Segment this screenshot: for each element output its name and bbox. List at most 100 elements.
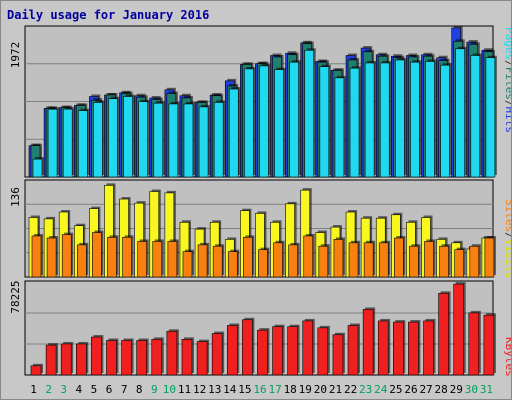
legend-sep-1: / — [503, 60, 511, 67]
bar-pages-day-8 — [138, 101, 148, 178]
bar-sites-day-undefined — [454, 249, 465, 278]
bar-sites-day-undefined — [439, 245, 449, 278]
bar-sites-day-undefined — [469, 245, 480, 278]
hits-panel-ymax-label: 1972 — [9, 42, 22, 69]
x-tick-label-day-24: 24 — [374, 383, 388, 396]
bar-sites-day-undefined — [92, 232, 102, 278]
bar-pages-day-3 — [62, 108, 73, 178]
x-tick-label-day-19: 19 — [299, 383, 312, 396]
x-tick-label-day-17: 17 — [268, 383, 281, 396]
x-tick-label-day-10: 10 — [163, 383, 176, 396]
bar-sites-day-undefined — [394, 237, 404, 278]
bar-kbytes-day-undefined — [30, 365, 42, 376]
x-tick-label-day-8: 8 — [136, 383, 143, 396]
bar-kbytes-day-undefined — [151, 339, 163, 376]
bar-kbytes-day-undefined — [272, 326, 283, 376]
bar-kbytes-day-undefined — [468, 312, 480, 376]
kbytes-panel-ymax-label: 78225 — [9, 280, 22, 313]
bar-pages-day-27 — [425, 61, 435, 178]
bar-sites-day-undefined — [31, 235, 42, 278]
x-tick-label-day-20: 20 — [314, 383, 327, 396]
bar-sites-day-undefined — [484, 237, 495, 278]
bar-kbytes-day-undefined — [181, 339, 193, 376]
bar-kbytes-day-undefined — [106, 340, 117, 376]
bar-kbytes-day-undefined — [45, 344, 57, 376]
bar-kbytes-day-undefined — [75, 343, 87, 376]
x-tick-label-day-25: 25 — [389, 383, 402, 396]
bar-sites-day-undefined — [197, 244, 208, 278]
bar-sites-day-undefined — [378, 242, 389, 278]
bar-pages-day-9 — [153, 102, 164, 178]
bar-sites-day-undefined — [76, 244, 87, 278]
bar-pages-day-30 — [470, 55, 481, 178]
bar-pages-day-6 — [108, 98, 118, 178]
x-tick-label-day-18: 18 — [284, 383, 297, 396]
x-tick-label-day-11: 11 — [178, 383, 191, 396]
bar-sites-day-undefined — [243, 237, 253, 278]
bar-sites-day-undefined — [409, 245, 419, 278]
legend-pages: Pages — [503, 27, 511, 60]
bar-kbytes-day-undefined — [121, 340, 132, 376]
bar-pages-day-12 — [198, 106, 209, 178]
bar-kbytes-day-undefined — [257, 329, 268, 376]
x-tick-label-day-6: 6 — [106, 383, 113, 396]
bar-kbytes-day-undefined — [393, 321, 404, 376]
x-tick-label-day-30: 30 — [465, 383, 478, 396]
x-tick-label-day-29: 29 — [450, 383, 463, 396]
x-tick-label-day-15: 15 — [238, 383, 251, 396]
bar-sites-day-undefined — [152, 241, 163, 278]
x-tick-label-day-14: 14 — [223, 383, 237, 396]
bar-sites-day-undefined — [273, 242, 283, 278]
bar-sites-day-undefined — [182, 251, 193, 278]
bar-sites-day-undefined — [61, 234, 72, 278]
bar-kbytes-day-undefined — [136, 340, 147, 376]
bar-pages-day-13 — [213, 102, 224, 178]
x-tick-label-day-9: 9 — [151, 383, 158, 396]
hits-panel-legend: Pages/Files/Hits — [503, 27, 511, 133]
bar-kbytes-day-undefined — [377, 320, 389, 376]
bar-kbytes-day-undefined — [317, 327, 329, 376]
bar-pages-day-11 — [183, 103, 194, 178]
x-tick-label-day-27: 27 — [419, 383, 432, 396]
bar-pages-day-15 — [244, 68, 254, 178]
bar-kbytes-day-undefined — [226, 325, 238, 376]
bar-pages-day-28 — [440, 64, 450, 178]
legend-visits: Visits — [503, 239, 511, 279]
bar-pages-day-14 — [228, 88, 239, 178]
bar-sites-day-undefined — [348, 242, 359, 278]
bar-kbytes-day-undefined — [242, 319, 253, 376]
bar-pages-day-19 — [304, 49, 315, 178]
bar-kbytes-day-undefined — [438, 293, 449, 376]
legend-sites: Sites — [503, 199, 511, 232]
bar-sites-day-undefined — [122, 237, 132, 278]
bar-sites-day-undefined — [363, 242, 374, 278]
bar-sites-day-undefined — [107, 237, 117, 278]
bar-sites-day-undefined — [318, 245, 329, 278]
x-tick-label-day-26: 26 — [404, 383, 417, 396]
bar-sites-day-undefined — [288, 244, 298, 278]
legend-files: Files — [503, 67, 511, 100]
bar-pages-day-26 — [410, 61, 420, 178]
bar-pages-day-10 — [168, 103, 179, 178]
bar-kbytes-day-undefined — [347, 325, 359, 376]
visits-panel-ymax-label: 136 — [9, 187, 22, 207]
kbytes-panel-legend: KBytes — [503, 337, 511, 377]
bar-sites-day-undefined — [258, 249, 268, 278]
x-tick-label-day-2: 2 — [45, 383, 52, 396]
bar-pages-day-20 — [319, 66, 330, 178]
bar-pages-day-2 — [47, 108, 58, 178]
bar-kbytes-day-undefined — [423, 320, 434, 376]
bar-kbytes-day-undefined — [60, 343, 72, 376]
x-tick-label-day-31: 31 — [480, 383, 493, 396]
bar-sites-day-undefined — [303, 235, 314, 278]
x-tick-label-day-7: 7 — [121, 383, 128, 396]
bar-kbytes-day-undefined — [287, 326, 298, 376]
x-tick-label-day-22: 22 — [344, 383, 357, 396]
legend-hits: Hits — [503, 107, 511, 134]
legend-kbytes: KBytes — [503, 337, 511, 377]
bar-pages-day-17 — [274, 69, 284, 178]
bar-pages-day-7 — [123, 96, 133, 178]
bar-sites-day-undefined — [137, 241, 147, 278]
panel-2 — [24, 280, 496, 376]
